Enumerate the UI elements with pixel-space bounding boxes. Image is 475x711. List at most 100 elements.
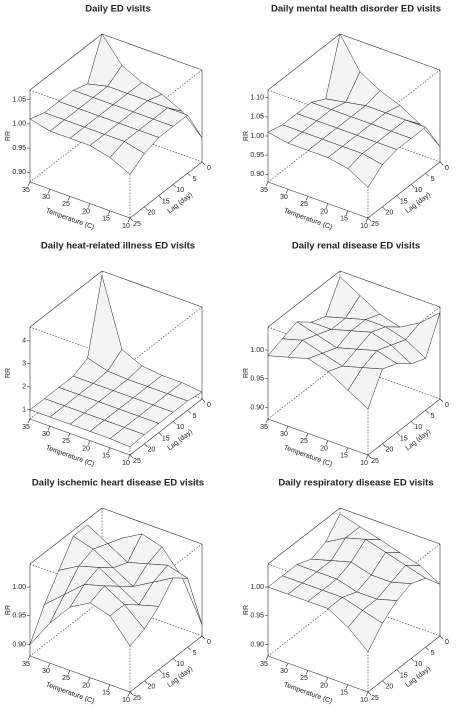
y-tick-label: 0 xyxy=(207,402,211,409)
box-edge xyxy=(367,161,441,219)
y-tick xyxy=(367,691,372,696)
x-tick xyxy=(365,217,369,223)
y-tick-label: 10 xyxy=(176,661,184,668)
x-tick xyxy=(67,433,71,438)
y-tick xyxy=(129,454,134,459)
panel-title: Daily ischemic heart disease ED visits xyxy=(32,478,204,489)
x-tick xyxy=(325,203,329,208)
y-axis-label: Lag (day) xyxy=(404,428,432,452)
box-edge xyxy=(29,418,131,456)
box-edge xyxy=(267,507,341,565)
x-tick-label: 10 xyxy=(122,223,130,230)
y-tick-label: 5 xyxy=(193,413,197,420)
x-tick xyxy=(127,454,131,460)
x-tick-label: 20 xyxy=(82,208,90,215)
y-tick-label: 15 xyxy=(162,198,170,205)
z-tick-label: 3 xyxy=(22,361,26,368)
y-tick-label: 5 xyxy=(193,650,197,657)
x-tick xyxy=(365,691,369,697)
y-tick-label: 5 xyxy=(431,413,435,420)
y-axis-label: Lag (day) xyxy=(166,191,194,215)
x-tick xyxy=(345,684,349,689)
y-tick-label: 10 xyxy=(414,424,422,431)
y-tick xyxy=(439,161,444,166)
box-edge xyxy=(267,418,369,456)
panel-title: Daily heat-related illness ED visits xyxy=(41,241,195,252)
y-tick xyxy=(439,635,444,640)
x-tick xyxy=(67,196,71,201)
y-tick-label: 15 xyxy=(400,198,408,205)
y-tick xyxy=(396,195,401,199)
x-tick-label: 25 xyxy=(300,438,308,445)
x-tick-label: 15 xyxy=(102,216,110,223)
x-tick xyxy=(27,418,31,424)
z-tick-label: 0.95 xyxy=(12,145,26,152)
box-edge xyxy=(29,181,131,219)
surface-facet xyxy=(347,153,383,188)
z-axis-label: RR xyxy=(243,605,250,615)
surface-facet xyxy=(109,141,145,175)
x-tick-label: 35 xyxy=(22,661,30,668)
y-tick xyxy=(201,161,206,166)
y-tick-label: 25 xyxy=(371,221,379,228)
x-tick xyxy=(47,189,51,194)
x-tick xyxy=(285,426,289,431)
y-tick xyxy=(425,646,429,651)
y-tick-label: 15 xyxy=(400,435,408,442)
x-tick xyxy=(265,181,269,187)
y-tick xyxy=(172,421,177,425)
x-tick xyxy=(47,663,51,668)
x-tick xyxy=(265,655,269,661)
x-tick xyxy=(127,691,131,697)
x-tick xyxy=(325,440,329,445)
y-tick xyxy=(410,658,415,662)
box-edge xyxy=(129,306,203,364)
x-tick xyxy=(265,418,269,424)
y-tick xyxy=(396,669,401,673)
z-tick-label: 1.00 xyxy=(250,347,264,354)
y-tick xyxy=(172,184,177,188)
box-edge xyxy=(339,270,441,308)
y-tick-label: 25 xyxy=(371,458,379,465)
y-tick-label: 20 xyxy=(386,684,394,691)
y-tick-label: 0 xyxy=(445,165,449,172)
x-tick-label: 25 xyxy=(62,438,70,445)
y-tick xyxy=(410,184,415,188)
y-tick xyxy=(158,669,163,673)
x-tick-label: 35 xyxy=(260,661,268,668)
x-tick xyxy=(305,433,309,438)
x-tick-label: 30 xyxy=(280,431,288,438)
x-tick-label: 35 xyxy=(260,424,268,431)
x-tick-label: 25 xyxy=(300,675,308,682)
z-tick-label: 0.95 xyxy=(250,152,264,159)
x-tick-label: 35 xyxy=(260,187,268,194)
y-tick xyxy=(410,421,415,425)
box-edge xyxy=(29,655,131,693)
y-tick xyxy=(144,443,148,448)
x-tick xyxy=(365,454,369,460)
z-tick-label: 0.90 xyxy=(12,169,26,176)
x-tick-label: 20 xyxy=(82,682,90,689)
x-tick-label: 10 xyxy=(122,697,130,704)
y-tick xyxy=(425,172,429,177)
y-tick-label: 25 xyxy=(133,695,141,702)
x-tick-label: 35 xyxy=(22,424,30,431)
x-tick xyxy=(67,670,71,675)
y-tick-label: 25 xyxy=(133,458,141,465)
box-edge xyxy=(129,398,203,456)
x-tick-label: 30 xyxy=(42,431,50,438)
y-tick-label: 5 xyxy=(431,176,435,183)
y-tick-label: 20 xyxy=(386,447,394,454)
x-tick xyxy=(47,426,51,431)
z-axis-label: RR xyxy=(243,368,250,378)
y-tick xyxy=(158,195,163,199)
box-edge xyxy=(101,33,203,71)
y-tick-label: 20 xyxy=(386,210,394,217)
x-tick-label: 15 xyxy=(340,690,348,697)
box-edge xyxy=(101,270,203,308)
x-tick-label: 15 xyxy=(340,453,348,460)
box-edge xyxy=(339,507,441,545)
panel-title: Daily mental health disorder ED visits xyxy=(271,4,441,15)
z-axis-label: RR xyxy=(243,131,250,141)
z-tick-label: 1.05 xyxy=(250,114,264,121)
